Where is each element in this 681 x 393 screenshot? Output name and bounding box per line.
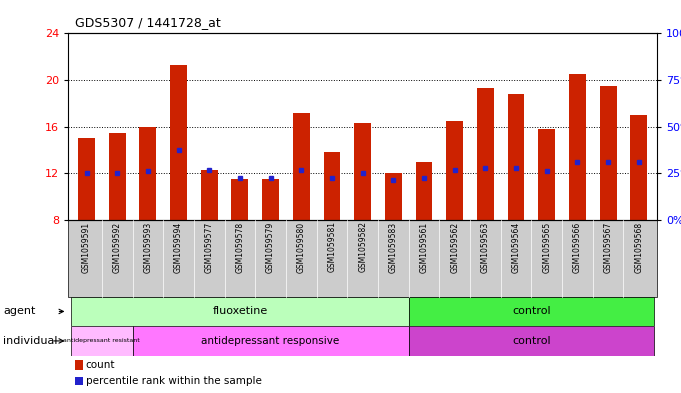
Bar [170,65,187,220]
Bar [201,170,218,220]
Text: antidepressant responsive: antidepressant responsive [202,336,340,346]
Bar [232,179,249,220]
Bar [78,138,95,220]
Text: agent: agent [3,307,36,316]
Text: GDS5307 / 1441728_at: GDS5307 / 1441728_at [75,17,221,29]
Text: control: control [512,336,551,346]
Bar [293,113,310,220]
Bar [140,127,157,220]
Bar [477,88,494,220]
Bar [569,74,586,220]
Bar [415,162,432,220]
Bar [72,326,133,356]
Bar [409,297,654,326]
Bar [631,115,647,220]
Bar [385,173,402,220]
Text: percentile rank within the sample: percentile rank within the sample [86,376,262,386]
Text: count: count [86,360,115,370]
Bar [133,326,409,356]
Bar [600,86,616,220]
Bar [109,132,125,220]
Text: individual: individual [3,336,58,346]
Bar [409,326,654,356]
Bar [354,123,371,220]
Bar [262,179,279,220]
Bar [323,152,340,220]
Text: antidepressant resistant: antidepressant resistant [63,338,140,343]
Bar [538,129,555,220]
Text: control: control [512,307,551,316]
Text: fluoxetine: fluoxetine [212,307,268,316]
Bar [507,94,524,220]
Bar [72,297,409,326]
Bar [446,121,463,220]
